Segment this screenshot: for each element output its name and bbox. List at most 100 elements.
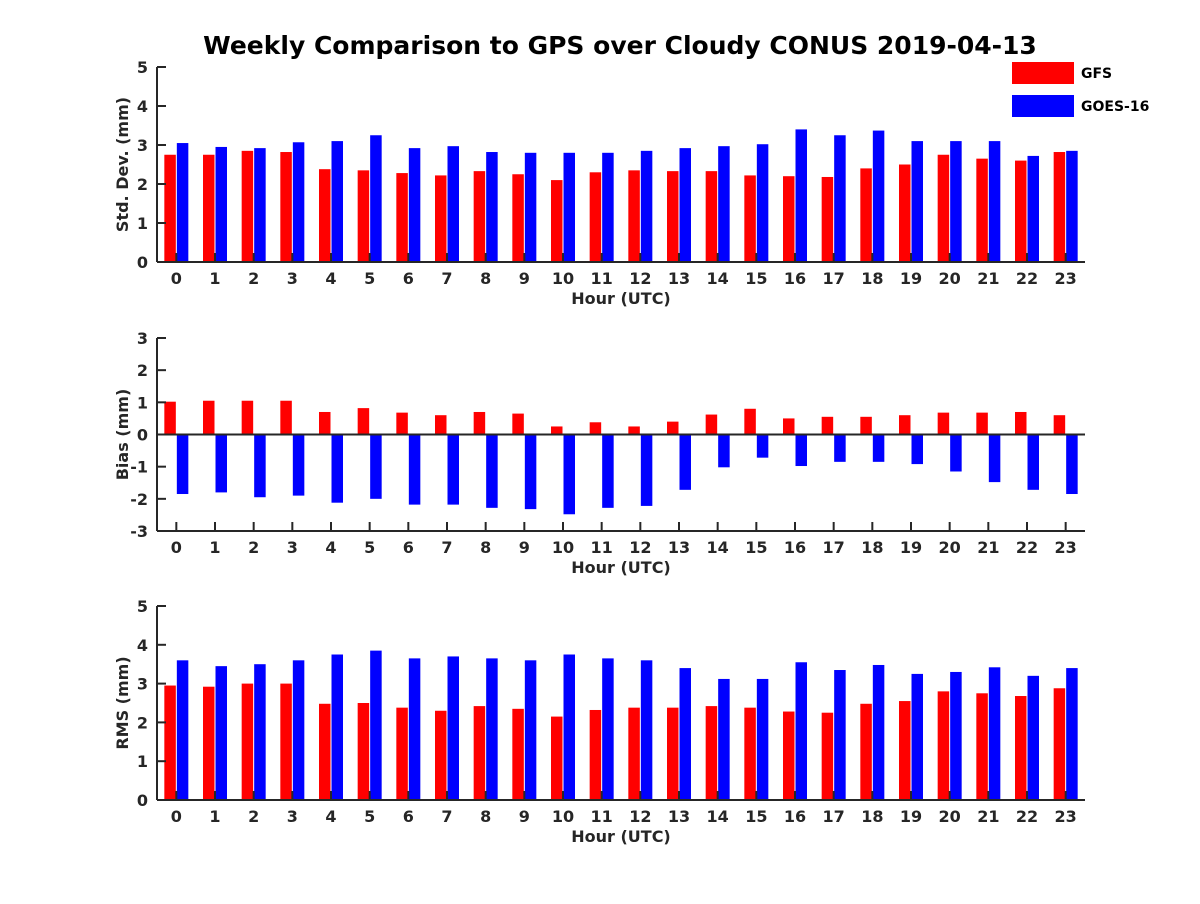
x-tick-label: 0	[171, 269, 182, 288]
bar-gfs-hour-12	[628, 170, 640, 262]
x-tick-label: 8	[480, 538, 491, 557]
x-tick-label: 9	[519, 807, 530, 826]
bar-gfs-hour-23	[1053, 688, 1066, 800]
x-tick-label: 11	[591, 269, 613, 288]
x-tick-label: 22	[1016, 807, 1038, 826]
bar-gfs-hour-16	[783, 418, 795, 435]
bar-goes16-hour-10	[563, 654, 575, 800]
x-tick-label: 16	[784, 538, 806, 557]
bar-gfs-hour-7	[435, 415, 447, 435]
bar-goes16-hour-20	[950, 671, 962, 800]
bar-gfs-hour-3	[280, 152, 292, 262]
bar-gfs-hour-11	[589, 709, 602, 800]
y-axis-label: RMS (mm)	[113, 656, 132, 749]
bar-gfs-hour-14	[705, 171, 718, 262]
bar-goes16-hour-22	[1027, 155, 1039, 262]
x-tick-label: 3	[287, 538, 298, 557]
bar-gfs-hour-7	[435, 175, 447, 262]
bar-goes16-hour-3	[292, 660, 305, 800]
bar-goes16-hour-7	[447, 146, 459, 262]
bar-gfs-hour-20	[937, 691, 950, 800]
x-tick-label: 15	[745, 538, 767, 557]
x-tick-label: 7	[441, 807, 452, 826]
x-tick-label: 9	[519, 269, 530, 288]
bar-gfs-hour-20	[937, 154, 950, 262]
y-tick-label: 3	[137, 329, 148, 348]
x-tick-label: 4	[325, 269, 336, 288]
bar-gfs-hour-23	[1053, 415, 1066, 435]
bar-gfs-hour-22	[1015, 696, 1027, 800]
x-tick-label: 3	[287, 269, 298, 288]
y-tick-label: 2	[137, 713, 148, 732]
x-tick-label: 3	[287, 807, 298, 826]
bar-gfs-hour-8	[473, 411, 486, 435]
bar-gfs-hour-4	[319, 411, 331, 435]
x-tick-label: 13	[668, 538, 690, 557]
bar-gfs-hour-16	[783, 711, 795, 800]
bar-goes16-hour-12	[640, 660, 653, 800]
bar-gfs-hour-23	[1053, 152, 1066, 262]
bar-gfs-hour-1	[203, 686, 215, 800]
bar-goes16-hour-18	[872, 664, 885, 800]
bar-gfs-hour-2	[241, 683, 254, 800]
bar-goes16-hour-23	[1066, 150, 1078, 262]
x-tick-label: 18	[861, 807, 883, 826]
x-tick-label: 8	[480, 269, 491, 288]
y-tick-label: 1	[137, 752, 148, 771]
y-tick-label: 0	[137, 253, 148, 272]
bar-goes16-hour-19	[911, 673, 923, 800]
y-tick-label: 0	[137, 791, 148, 810]
y-tick-label: 3	[137, 136, 148, 155]
bar-goes16-hour-16	[795, 434, 807, 467]
bar-goes16-hour-1	[215, 666, 227, 800]
bar-gfs-hour-21	[976, 693, 988, 800]
x-tick-label: 17	[823, 807, 845, 826]
bar-goes16-hour-21	[988, 667, 1001, 800]
bar-gfs-hour-9	[512, 708, 524, 800]
bar-goes16-hour-9	[524, 660, 537, 800]
bar-goes16-hour-9	[524, 152, 537, 262]
bar-gfs-hour-18	[860, 703, 872, 800]
bar-gfs-hour-12	[628, 707, 640, 800]
legend-swatch-gfs	[1012, 62, 1074, 84]
y-tick-label: 0	[137, 426, 148, 445]
bar-goes16-hour-12	[640, 434, 653, 506]
bar-gfs-hour-21	[976, 412, 988, 435]
x-tick-label: 17	[823, 538, 845, 557]
x-axis-label: Hour (UTC)	[571, 289, 671, 308]
x-tick-label: 15	[745, 269, 767, 288]
legend-swatch-goes-16	[1012, 95, 1074, 117]
x-tick-label: 18	[861, 538, 883, 557]
bar-gfs-hour-2	[241, 400, 254, 435]
bar-goes16-hour-11	[602, 152, 614, 262]
bar-goes16-hour-8	[486, 152, 498, 262]
x-tick-label: 20	[939, 807, 961, 826]
bar-gfs-hour-13	[667, 421, 679, 435]
bar-goes16-hour-10	[563, 152, 575, 262]
x-tick-label: 9	[519, 538, 530, 557]
bar-gfs-hour-3	[280, 400, 292, 435]
bar-goes16-hour-4	[331, 654, 343, 800]
bar-goes16-hour-20	[950, 434, 962, 472]
bar-goes16-hour-6	[408, 148, 421, 262]
x-tick-label: 2	[248, 269, 259, 288]
y-tick-label: 4	[137, 636, 148, 655]
bar-goes16-hour-15	[756, 678, 769, 800]
legend: GFS GOES-16	[1012, 62, 1149, 117]
bar-goes16-hour-13	[679, 434, 691, 490]
y-tick-label: 4	[137, 97, 148, 116]
bar-goes16-hour-6	[408, 658, 421, 800]
x-tick-label: 7	[441, 269, 452, 288]
x-tick-label: 13	[668, 269, 690, 288]
x-tick-label: 12	[629, 807, 651, 826]
y-tick-label: 5	[137, 58, 148, 77]
bar-goes16-hour-5	[370, 135, 382, 262]
bar-goes16-hour-14	[718, 678, 730, 800]
bar-gfs-hour-19	[899, 701, 911, 800]
bar-goes16-hour-22	[1027, 675, 1039, 800]
x-tick-label: 19	[900, 538, 922, 557]
y-tick-label: 2	[137, 361, 148, 380]
